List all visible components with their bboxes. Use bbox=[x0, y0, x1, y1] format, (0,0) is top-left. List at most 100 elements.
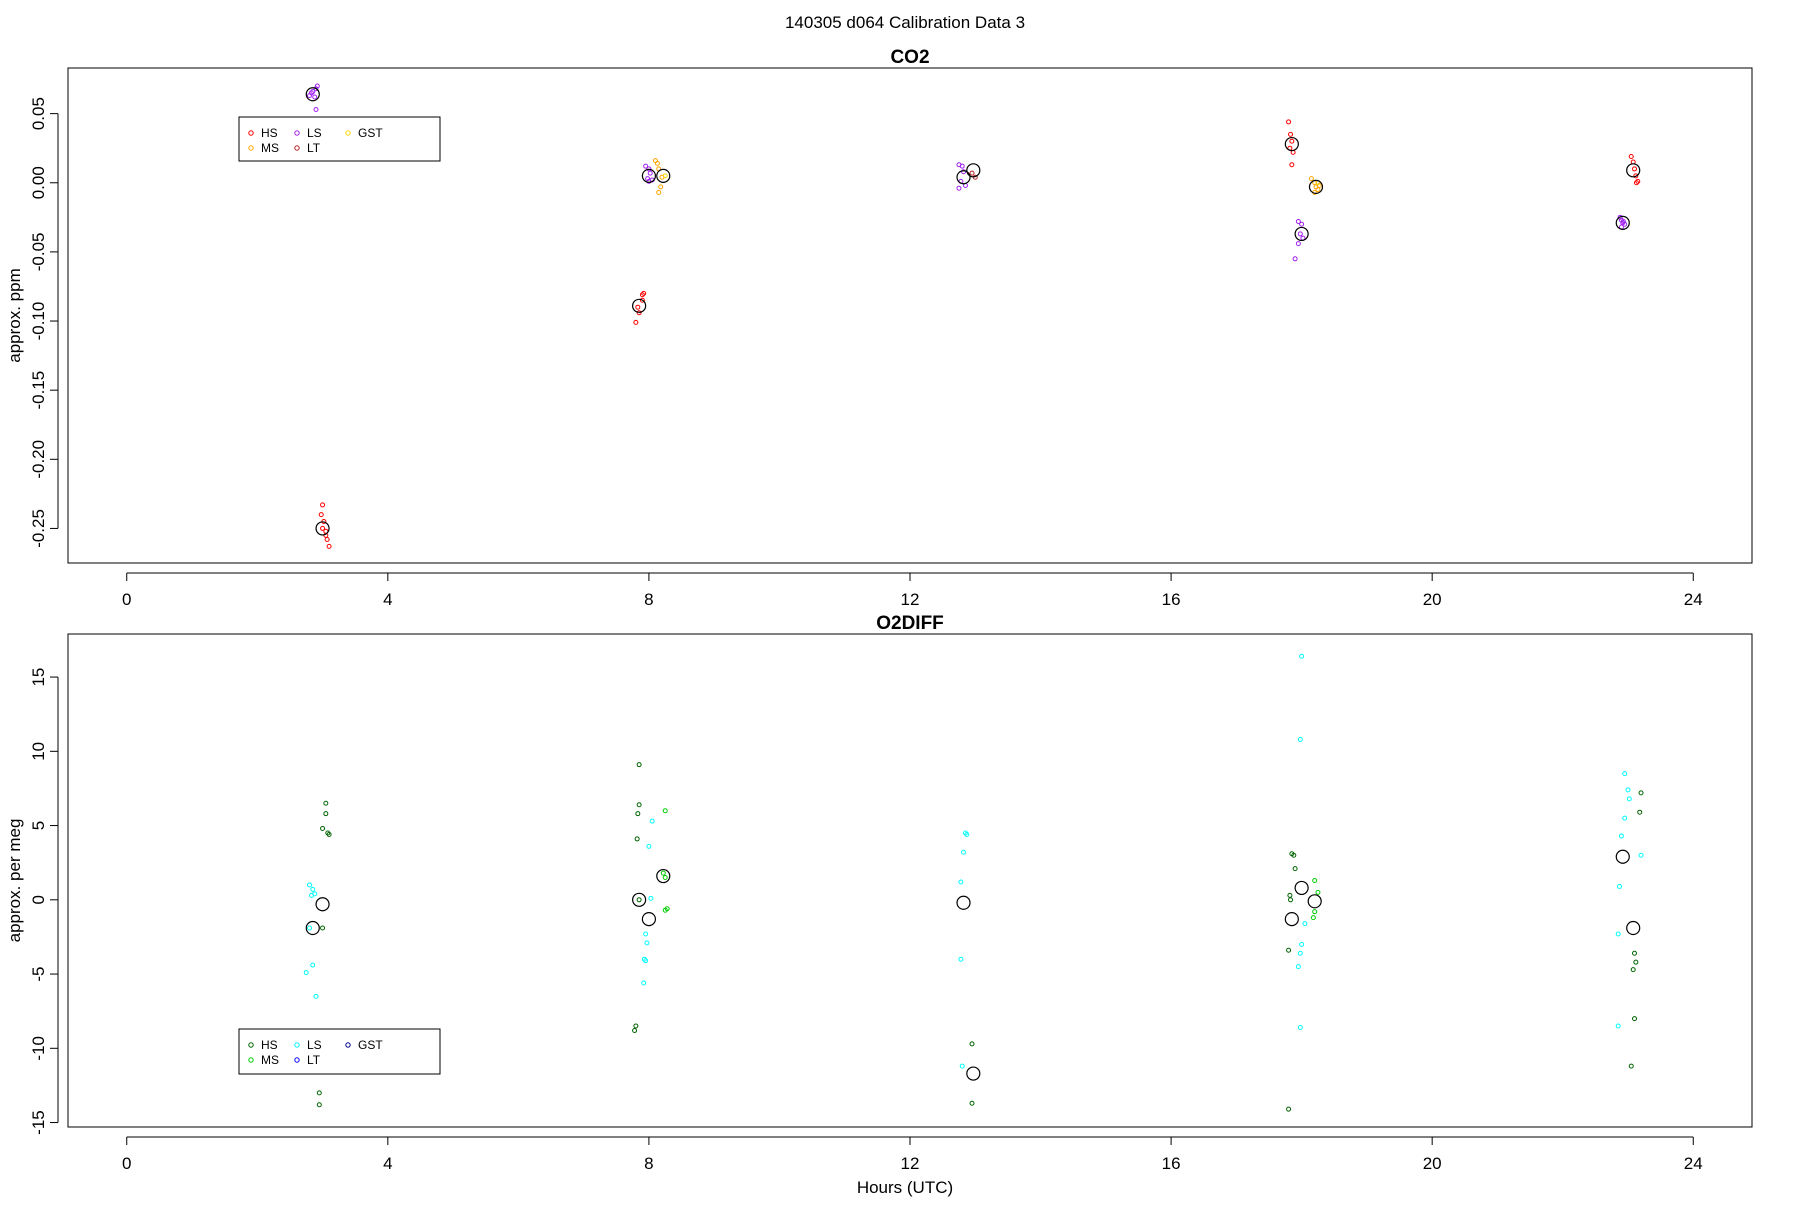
co2-series-ms bbox=[652, 158, 1322, 195]
data-point bbox=[641, 290, 647, 296]
legend-frame bbox=[238, 116, 441, 162]
o2diff-x-tick-label: 4 bbox=[383, 1154, 392, 1173]
co2-x-tick-label: 20 bbox=[1423, 590, 1442, 609]
co2-plot-frame bbox=[67, 67, 1753, 564]
co2-series-lt bbox=[969, 170, 978, 180]
data-point bbox=[1289, 162, 1295, 168]
data-point bbox=[959, 163, 965, 169]
mean-marker bbox=[632, 298, 647, 313]
o2diff-y-axis-label: approx. per meg bbox=[5, 819, 24, 943]
data-point bbox=[1626, 796, 1632, 802]
data-point bbox=[1302, 921, 1308, 927]
co2-series-ls bbox=[307, 83, 1628, 262]
o2diff-x-tick-label: 24 bbox=[1684, 1154, 1703, 1173]
mean-marker bbox=[1626, 163, 1641, 178]
mean-marker bbox=[956, 170, 971, 185]
data-point bbox=[1632, 1016, 1638, 1022]
legend-label: GST bbox=[358, 1038, 383, 1052]
data-point bbox=[1628, 1063, 1634, 1069]
data-point bbox=[310, 89, 316, 95]
mean-marker bbox=[966, 163, 981, 178]
co2-y-tick-label: -0.15 bbox=[29, 371, 48, 410]
data-point bbox=[662, 907, 668, 913]
data-point bbox=[326, 543, 332, 549]
data-point bbox=[643, 958, 649, 964]
data-point bbox=[320, 525, 326, 531]
co2-x-tick-label: 4 bbox=[383, 590, 392, 609]
co2-series-gst bbox=[662, 173, 1321, 186]
data-point bbox=[307, 925, 313, 931]
o2diff-y-tick-label: -15 bbox=[29, 1110, 48, 1135]
data-point bbox=[646, 178, 652, 184]
data-point bbox=[662, 173, 668, 179]
data-point bbox=[324, 536, 330, 542]
data-point bbox=[1299, 941, 1305, 947]
mean-marker bbox=[315, 897, 330, 912]
legend-marker bbox=[294, 1057, 300, 1063]
co2-series-hs bbox=[318, 119, 1641, 549]
data-point bbox=[1288, 131, 1294, 137]
data-point bbox=[1295, 964, 1301, 970]
legend-marker bbox=[248, 130, 254, 136]
data-point bbox=[316, 1102, 322, 1108]
data-point bbox=[649, 818, 655, 824]
mean-marker bbox=[1626, 920, 1641, 936]
co2-chart-title: CO2 bbox=[890, 47, 929, 68]
o2diff-plot-frame bbox=[67, 633, 1753, 1128]
legend-marker bbox=[345, 130, 351, 136]
data-point bbox=[958, 956, 964, 962]
data-point bbox=[958, 879, 964, 885]
data-point bbox=[1299, 653, 1305, 659]
o2diff-series-mean bbox=[305, 849, 1641, 1081]
o2diff-series-ls bbox=[303, 653, 1644, 1069]
data-point bbox=[1308, 176, 1314, 182]
co2-x-tick-label: 0 bbox=[122, 590, 131, 609]
data-point bbox=[1312, 909, 1318, 915]
o2diff-x-tick-label: 16 bbox=[1162, 1154, 1181, 1173]
data-point bbox=[318, 512, 324, 518]
data-point bbox=[1638, 852, 1644, 858]
data-point bbox=[1633, 173, 1639, 179]
data-point bbox=[323, 800, 329, 806]
data-point bbox=[658, 184, 664, 190]
co2-x-tick-label: 16 bbox=[1162, 590, 1181, 609]
co2-y-tick-label: -0.05 bbox=[29, 233, 48, 272]
legend-marker bbox=[345, 1042, 351, 1048]
data-point bbox=[314, 83, 320, 89]
mean-marker bbox=[632, 892, 647, 907]
mean-marker bbox=[305, 920, 320, 936]
data-point bbox=[1297, 736, 1303, 742]
figure-title: 140305 d064 Calibration Data 3 bbox=[785, 13, 1025, 32]
data-point bbox=[654, 160, 660, 166]
data-point bbox=[320, 925, 326, 931]
mean-marker bbox=[1294, 880, 1309, 896]
data-point bbox=[1622, 815, 1628, 821]
mean-marker bbox=[1307, 894, 1322, 909]
data-point bbox=[308, 892, 314, 898]
data-point bbox=[1292, 866, 1298, 872]
x-axis-label: Hours (UTC) bbox=[857, 1178, 953, 1197]
data-point bbox=[643, 163, 649, 169]
o2diff-x-tick-label: 12 bbox=[901, 1154, 920, 1173]
co2-y-tick-label: 0.00 bbox=[29, 166, 48, 199]
o2diff-series-hs bbox=[316, 762, 1644, 1112]
legend-label: HS bbox=[261, 126, 278, 140]
data-point bbox=[1617, 214, 1623, 220]
data-point bbox=[1315, 889, 1321, 895]
data-point bbox=[1315, 187, 1321, 193]
data-point bbox=[1637, 809, 1643, 815]
mean-marker bbox=[641, 912, 657, 927]
data-point bbox=[1628, 153, 1634, 159]
legend-marker bbox=[248, 1042, 254, 1048]
data-point bbox=[660, 870, 666, 876]
legend-marker bbox=[248, 1057, 254, 1063]
data-point bbox=[635, 811, 641, 817]
data-point bbox=[1310, 915, 1316, 921]
data-point bbox=[648, 895, 654, 901]
data-point bbox=[1620, 218, 1626, 224]
co2-y-tick-label: 0.05 bbox=[29, 97, 48, 130]
